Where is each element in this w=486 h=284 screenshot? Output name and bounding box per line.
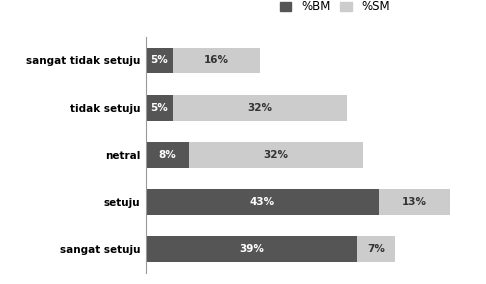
Text: 5%: 5% [151,103,168,113]
Text: 39%: 39% [239,244,264,254]
Bar [173,95,347,121]
Text: 5%: 5% [151,55,168,66]
Bar [146,236,357,262]
Text: 16%: 16% [204,55,229,66]
Text: 8%: 8% [158,150,176,160]
Bar [146,189,379,215]
Text: 32%: 32% [263,150,289,160]
Bar [146,47,173,74]
Legend: %BM, %SM: %BM, %SM [279,0,390,13]
Text: 13%: 13% [402,197,427,207]
Text: 43%: 43% [250,197,275,207]
Text: 7%: 7% [367,244,385,254]
Text: 32%: 32% [247,103,272,113]
Bar [379,189,450,215]
Bar [189,142,363,168]
Bar [146,95,173,121]
Bar [173,47,260,74]
Bar [146,142,189,168]
Bar [357,236,396,262]
